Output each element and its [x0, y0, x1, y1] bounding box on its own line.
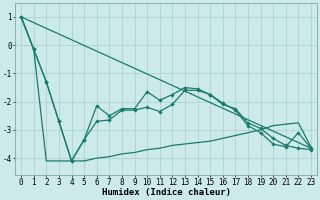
- X-axis label: Humidex (Indice chaleur): Humidex (Indice chaleur): [101, 188, 230, 197]
